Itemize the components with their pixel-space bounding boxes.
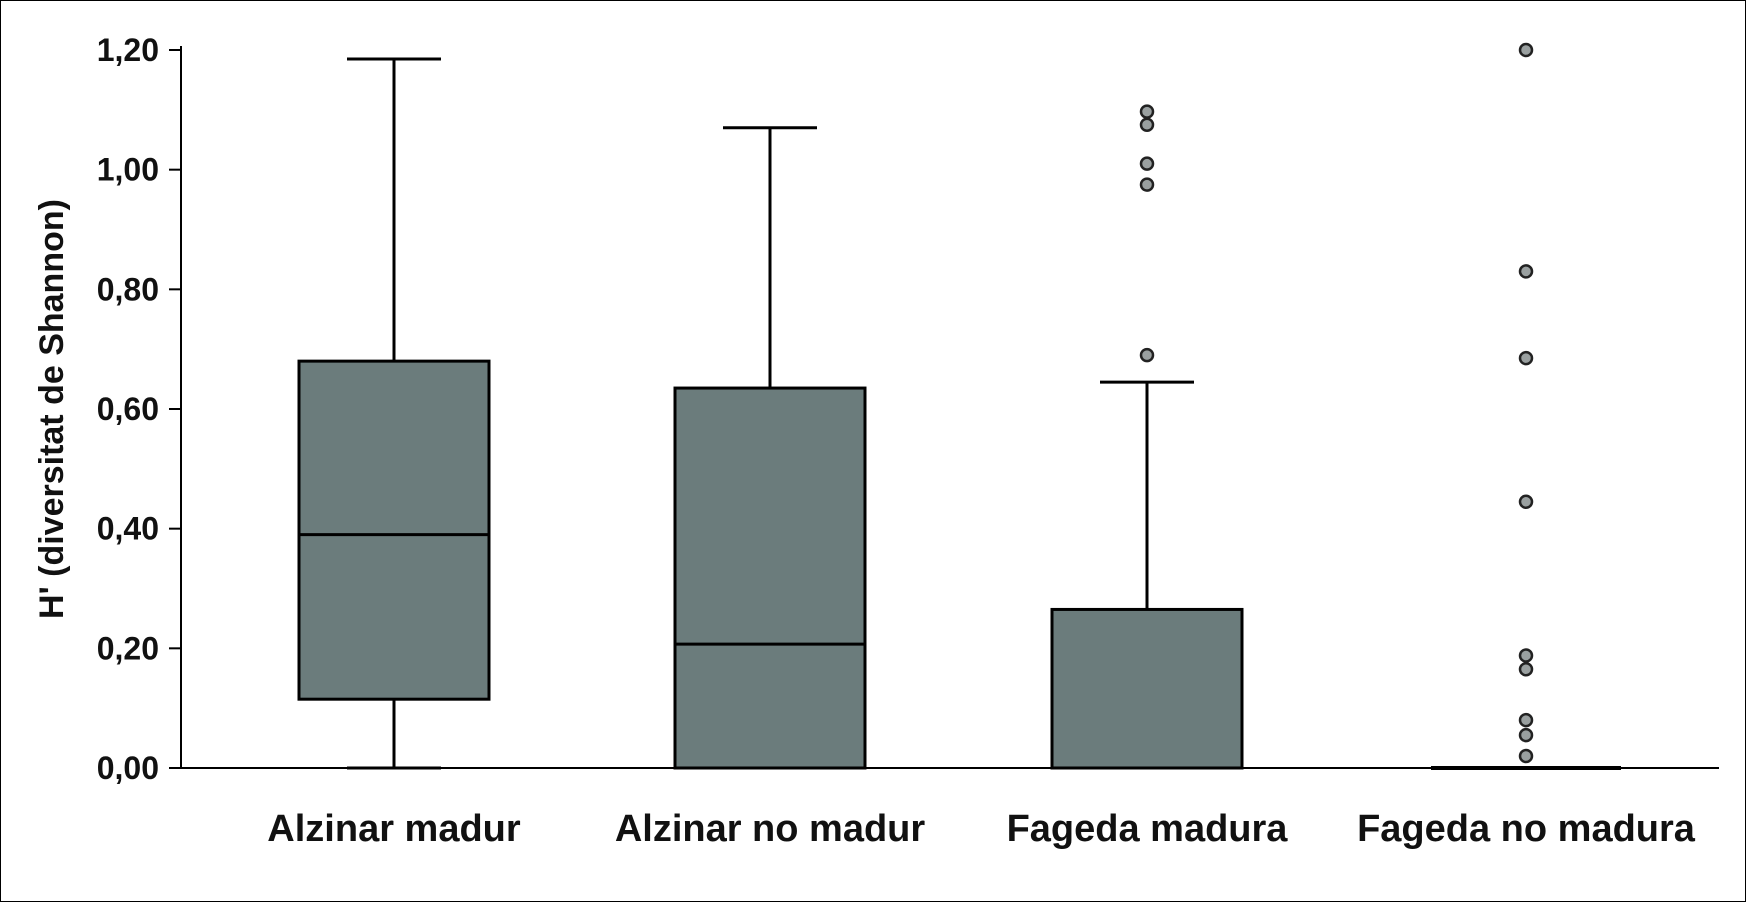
outlier-point <box>1518 662 1534 677</box>
x-category-label: Alzinar no madur <box>615 808 926 850</box>
iqr-box <box>1050 607 1244 770</box>
outlier-point <box>1518 494 1534 509</box>
outlier-point <box>1139 156 1155 171</box>
outlier-point <box>1139 104 1155 119</box>
outlier-point <box>1518 350 1534 366</box>
y-tick-label: 0,00 <box>97 750 159 786</box>
x-axis: Alzinar madur Alzinar no madur Fageda madu… <box>181 767 1719 850</box>
box-group <box>297 57 491 770</box>
outlier-point <box>1518 748 1534 764</box>
iqr-box <box>673 386 867 770</box>
outlier-point <box>1139 347 1155 363</box>
boxes <box>297 42 1621 770</box>
box-group <box>673 126 867 770</box>
outlier-point <box>1518 712 1534 728</box>
y-tick-label: 0,80 <box>97 271 159 307</box>
outlier-point <box>1139 117 1155 133</box>
y-tick-label: 0,20 <box>97 630 159 666</box>
iqr-box <box>297 359 491 701</box>
outlier-point <box>1518 42 1534 58</box>
box-group <box>1050 104 1244 770</box>
outlier-point <box>1518 264 1534 279</box>
y-axis-title: H' (diversitat de Shannon) <box>33 199 71 619</box>
x-category-label: Fageda no madura <box>1357 808 1696 850</box>
box-group <box>1431 42 1621 770</box>
y-tick-label: 0,60 <box>97 391 159 427</box>
outlier-point <box>1518 727 1534 743</box>
x-category-label: Alzinar madur <box>267 808 521 850</box>
y-tick-label: 1,20 <box>97 32 159 68</box>
y-tick-label: 1,00 <box>97 152 159 188</box>
outlier-point <box>1518 648 1534 663</box>
y-axis: 0,00 0,20 0,40 0,60 0,80 1,00 1,20 <box>97 32 182 786</box>
y-tick-label: 0,40 <box>97 511 159 547</box>
outlier-point <box>1139 177 1155 192</box>
x-category-label: Fageda madura <box>1007 808 1289 850</box>
